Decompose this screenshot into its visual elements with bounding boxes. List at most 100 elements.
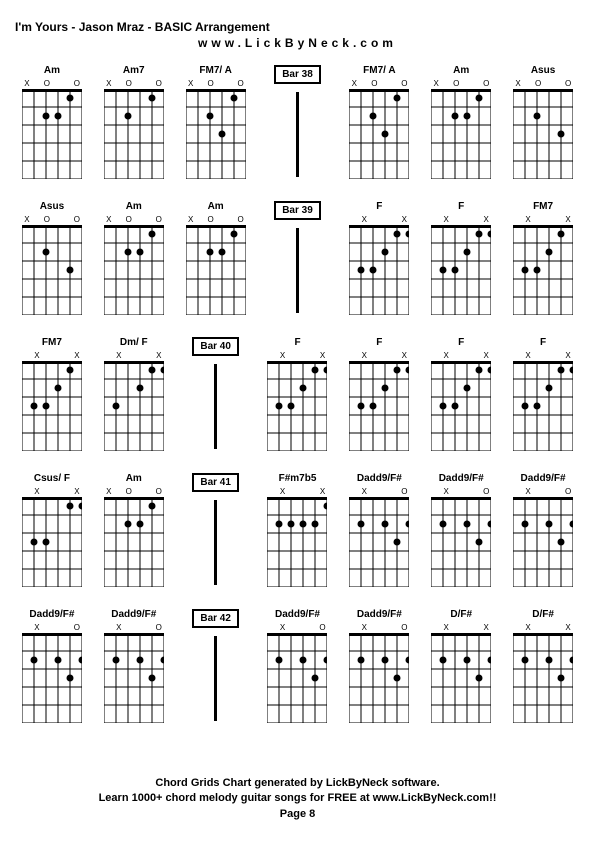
- chord-diagram: [22, 89, 82, 179]
- chord-diagram: [513, 89, 573, 179]
- string-markers: XX: [513, 351, 573, 361]
- chord-diagram: [513, 497, 573, 587]
- string-markers: XOO: [22, 215, 82, 225]
- string-marker: [461, 215, 471, 225]
- string-marker: [134, 351, 144, 361]
- string-marker: [287, 623, 297, 633]
- string-marker: [42, 351, 52, 361]
- string-marker: [287, 351, 297, 361]
- string-marker: [543, 351, 553, 361]
- string-marker: X: [563, 215, 573, 225]
- string-marker: [349, 623, 359, 633]
- string-marker: [379, 623, 389, 633]
- string-markers: XX: [22, 351, 82, 361]
- string-marker: O: [533, 79, 543, 89]
- string-marker: [451, 215, 461, 225]
- string-markers: XOO: [104, 215, 164, 225]
- string-marker: X: [349, 79, 359, 89]
- chord-diagram: [431, 89, 491, 179]
- chord-cell: FM7/ A XOO: [179, 65, 253, 195]
- string-marker: O: [236, 215, 246, 225]
- string-marker: [124, 351, 134, 361]
- chord-name: FM7: [42, 337, 62, 351]
- string-marker: O: [563, 487, 573, 497]
- string-marker: X: [317, 351, 327, 361]
- string-marker: [144, 215, 154, 225]
- string-marker: [513, 487, 523, 497]
- chord-name: F#m7b5: [279, 473, 317, 487]
- string-markers: XOO: [104, 487, 164, 497]
- string-marker: O: [563, 79, 573, 89]
- string-markers: XX: [267, 351, 327, 361]
- string-marker: O: [451, 79, 461, 89]
- chord-name: Dadd9/F#: [111, 609, 156, 623]
- string-marker: [389, 215, 399, 225]
- string-marker: X: [186, 215, 196, 225]
- chord-cell: FM7 XX: [506, 201, 580, 331]
- chord-diagram: [104, 225, 164, 315]
- string-marker: [379, 351, 389, 361]
- string-marker: [349, 351, 359, 361]
- string-marker: [104, 351, 114, 361]
- string-marker: [144, 487, 154, 497]
- string-marker: O: [399, 79, 409, 89]
- string-marker: [22, 487, 32, 497]
- bar-separator: Bar 39: [261, 201, 335, 331]
- string-marker: [513, 351, 523, 361]
- chord-cell: Dadd9/F# XO: [424, 473, 498, 603]
- string-marker: X: [359, 487, 369, 497]
- string-marker: [32, 79, 42, 89]
- string-marker: [553, 351, 563, 361]
- string-marker: X: [523, 623, 533, 633]
- string-marker: O: [42, 215, 52, 225]
- chord-cell: Dadd9/F# XO: [342, 609, 416, 739]
- chord-diagram: [104, 89, 164, 179]
- string-markers: XX: [349, 215, 409, 225]
- string-marker: [533, 351, 543, 361]
- string-marker: O: [154, 487, 164, 497]
- string-marker: [543, 623, 553, 633]
- string-marker: [62, 351, 72, 361]
- chord-name: Dm/ F: [120, 337, 148, 351]
- string-marker: [471, 79, 481, 89]
- chord-cell: F XX: [424, 337, 498, 467]
- string-marker: [513, 215, 523, 225]
- chord-diagram: [22, 633, 82, 723]
- string-marker: [533, 623, 543, 633]
- chord-cell: Am XOO: [179, 201, 253, 331]
- chord-diagram: [431, 633, 491, 723]
- chord-diagram: [267, 361, 327, 451]
- string-marker: [134, 79, 144, 89]
- chord-cell: Dadd9/F# XO: [261, 609, 335, 739]
- string-markers: XOO: [186, 79, 246, 89]
- string-marker: X: [32, 351, 42, 361]
- string-marker: [523, 79, 533, 89]
- chord-diagram: [513, 225, 573, 315]
- string-marker: X: [523, 215, 533, 225]
- string-marker: [267, 623, 277, 633]
- string-marker: X: [359, 623, 369, 633]
- string-markers: XO: [104, 623, 164, 633]
- string-marker: O: [154, 623, 164, 633]
- string-marker: [62, 487, 72, 497]
- string-marker: O: [399, 623, 409, 633]
- chord-cell: Dadd9/F# XO: [342, 473, 416, 603]
- string-marker: X: [481, 623, 491, 633]
- chord-name: FM7/ A: [363, 65, 395, 79]
- string-marker: X: [513, 79, 523, 89]
- string-marker: [114, 79, 124, 89]
- string-marker: X: [481, 351, 491, 361]
- chord-diagram: [431, 497, 491, 587]
- chord-diagram: [431, 225, 491, 315]
- string-marker: [349, 487, 359, 497]
- string-marker: [267, 487, 277, 497]
- string-marker: [451, 351, 461, 361]
- string-marker: [307, 487, 317, 497]
- bar-label: Bar 42: [192, 609, 239, 628]
- string-marker: X: [317, 487, 327, 497]
- chord-name: F: [376, 201, 382, 215]
- string-marker: O: [124, 215, 134, 225]
- bar-divider-line: [296, 92, 299, 177]
- string-markers: XO: [513, 487, 573, 497]
- string-marker: [104, 623, 114, 633]
